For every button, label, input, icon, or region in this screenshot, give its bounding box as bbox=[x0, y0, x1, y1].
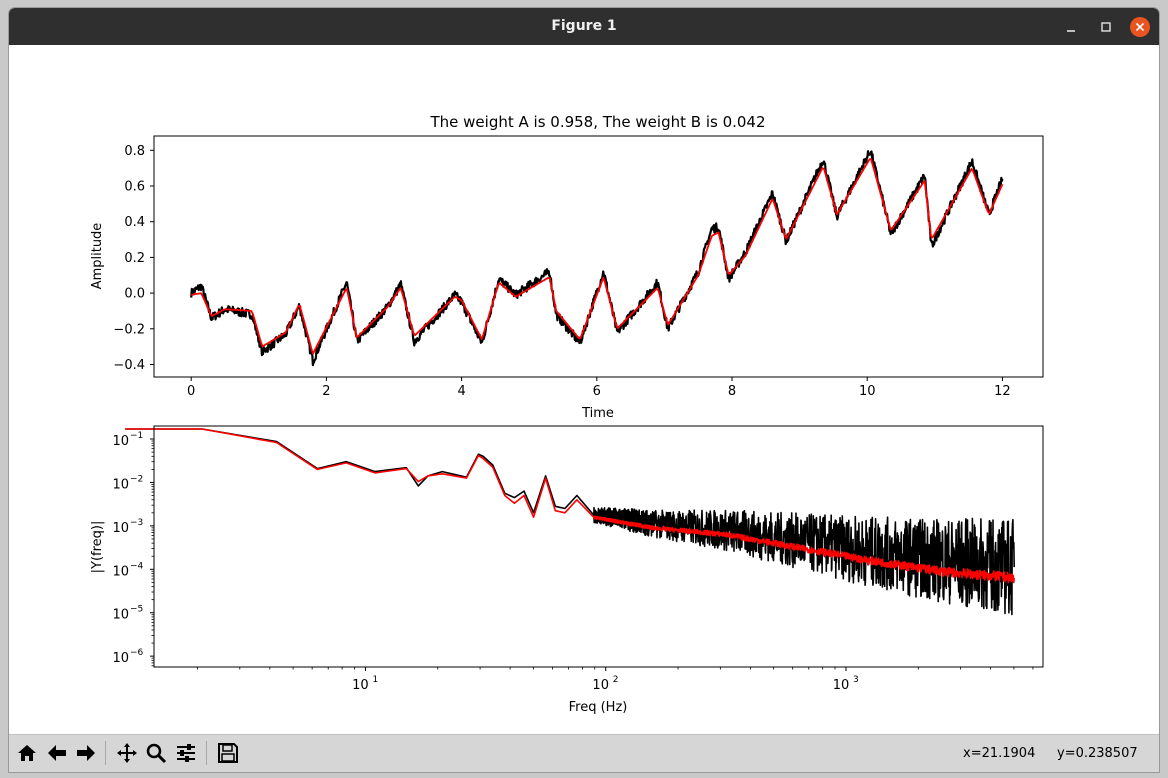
x-tick-exponent: 2 bbox=[613, 675, 619, 685]
forward-button[interactable] bbox=[73, 740, 99, 766]
maximize-button[interactable] bbox=[1096, 17, 1116, 37]
freq-axes-frame bbox=[153, 425, 1044, 668]
time-chart-title: The weight A is 0.958, The weight B is 0… bbox=[429, 113, 765, 131]
time-axes: 0 2 4 6 8 10 12 −0.4 −0.2 0.0 0.2 0.4 0.6 0.8 The we… bbox=[90, 113, 1044, 421]
y-tick-label: 0.0 bbox=[124, 287, 145, 302]
freq-series-fit bbox=[125, 428, 1015, 584]
time-x-ticks: 0 2 4 6 8 10 12 bbox=[187, 377, 1011, 399]
freq-y-label: |Y(freq)| bbox=[90, 521, 105, 574]
y-tick-label: −0.4 bbox=[113, 358, 145, 373]
y-tick-label: 0.6 bbox=[124, 179, 145, 194]
y-tick-exponent: −4 bbox=[130, 561, 144, 571]
freq-axes: 10 1 10 2 10 3 10−110−210−310−410−510−6 Freq … bbox=[90, 425, 1044, 715]
zoom-button[interactable] bbox=[143, 740, 169, 766]
freq-x-label: Freq (Hz) bbox=[569, 700, 628, 715]
save-icon bbox=[218, 743, 238, 763]
y-tick-exponent: −6 bbox=[130, 648, 144, 658]
time-axes-frame bbox=[153, 135, 1044, 378]
x-tick-label: 10 bbox=[859, 384, 876, 399]
y-tick-exponent: −2 bbox=[130, 474, 143, 484]
freq-y-ticks: 10−110−210−310−410−510−6 bbox=[112, 431, 154, 667]
back-button[interactable] bbox=[44, 740, 70, 766]
toolbar-separator bbox=[206, 741, 207, 765]
y-tick-label: 10 bbox=[112, 521, 129, 536]
x-tick-label: 12 bbox=[994, 384, 1011, 399]
y-tick-label: −0.2 bbox=[113, 322, 145, 337]
y-tick-exponent: −5 bbox=[130, 605, 143, 615]
x-coordinate-readout: x=21.1904 bbox=[963, 746, 1036, 761]
freq-series-lines bbox=[125, 428, 1015, 616]
time-y-label: Amplitude bbox=[90, 223, 105, 290]
time-series-lines bbox=[190, 150, 1004, 367]
x-tick-label: 10 bbox=[833, 678, 850, 693]
x-tick-label: 2 bbox=[322, 384, 330, 399]
close-icon bbox=[1135, 22, 1145, 32]
home-button[interactable] bbox=[14, 740, 40, 766]
y-coordinate-readout: y=0.238507 bbox=[1057, 746, 1138, 761]
x-tick-label: 10 bbox=[352, 678, 369, 693]
x-tick-label: 8 bbox=[728, 384, 736, 399]
y-tick-label: 0.4 bbox=[124, 215, 145, 230]
window-title: Figure 1 bbox=[551, 18, 617, 34]
x-tick-exponent: 3 bbox=[853, 675, 859, 685]
y-tick-exponent: −1 bbox=[130, 431, 143, 441]
zoom-icon bbox=[146, 743, 167, 764]
maximize-icon bbox=[1101, 22, 1111, 32]
y-tick-label: 0.2 bbox=[124, 251, 145, 266]
sliders-icon bbox=[177, 744, 195, 762]
minimize-icon bbox=[1067, 30, 1075, 32]
configure-subplots-button[interactable] bbox=[173, 740, 199, 766]
x-tick-label: 6 bbox=[593, 384, 601, 399]
y-tick-label: 10 bbox=[112, 608, 129, 623]
y-tick-label: 10 bbox=[112, 434, 129, 449]
y-tick-label: 10 bbox=[112, 564, 129, 579]
home-icon bbox=[18, 745, 36, 761]
y-tick-label: 10 bbox=[112, 477, 129, 492]
plot-canvas[interactable]: 0 2 4 6 8 10 12 −0.4−0.20.00.20.40.60.8 The we… bbox=[9, 45, 1159, 734]
y-tick-exponent: −3 bbox=[130, 518, 143, 528]
close-button[interactable] bbox=[1130, 17, 1150, 37]
x-tick-label: 4 bbox=[457, 384, 465, 399]
figure-window: Figure 1 0 2 4 6 8 10 12 −0.4 −0.2 0.0 0.2 0.4 0.6 0… bbox=[9, 8, 1159, 772]
time-y-ticks: −0.4 −0.2 0.0 0.2 0.4 0.6 0.8 bbox=[113, 144, 154, 373]
y-tick-label: 0.8 bbox=[124, 144, 145, 159]
move-icon bbox=[117, 743, 137, 763]
toolbar-separator bbox=[105, 741, 106, 765]
pan-button[interactable] bbox=[114, 740, 140, 766]
x-tick-exponent: 1 bbox=[372, 675, 378, 685]
x-tick-label: 10 bbox=[592, 678, 609, 693]
minimize-button[interactable] bbox=[1061, 17, 1081, 37]
time-series-fit bbox=[191, 158, 1004, 355]
save-button[interactable] bbox=[215, 740, 241, 766]
x-tick-label: 0 bbox=[187, 384, 195, 399]
y-tick-label: 10 bbox=[112, 651, 129, 666]
freq-x-ticks: 10 1 10 2 10 3 bbox=[197, 667, 1034, 693]
title-bar[interactable]: Figure 1 bbox=[9, 8, 1159, 45]
time-x-label: Time bbox=[581, 406, 614, 421]
back-arrow-icon bbox=[48, 745, 66, 761]
figure-canvas[interactable]: 0 2 4 6 8 10 12 −0.4 −0.2 0.0 0.2 0.4 0.6 0.8 The we… bbox=[9, 45, 1159, 734]
forward-arrow-icon bbox=[77, 745, 95, 761]
navigation-toolbar: x=21.1904 y=0.238507 bbox=[9, 734, 1159, 772]
